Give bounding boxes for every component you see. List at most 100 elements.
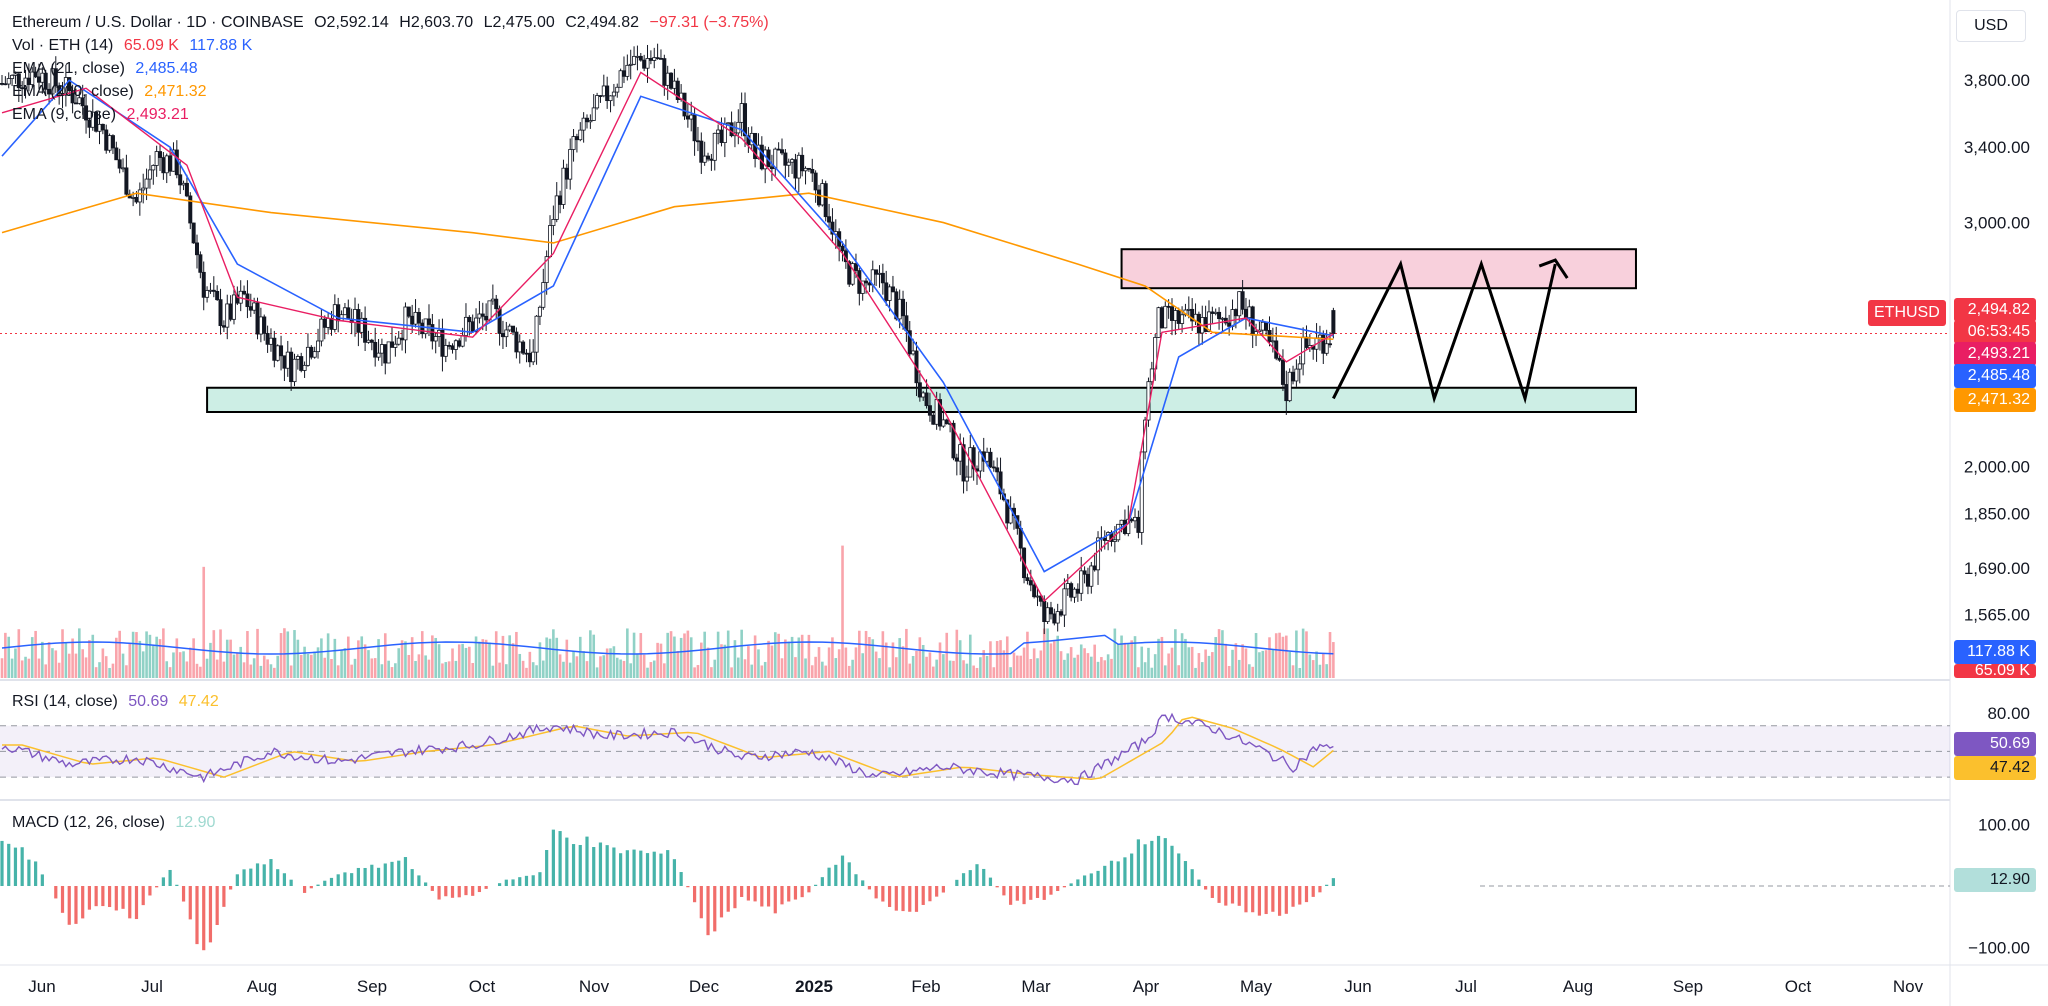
time-tick-label: Aug xyxy=(1563,977,1593,996)
time-tick-label: Mar xyxy=(1021,977,1051,996)
candle-body xyxy=(1294,368,1299,382)
time-tick-label: Jun xyxy=(28,977,55,996)
legend-ema21[interactable]: EMA (21, close) 2,485.48 xyxy=(12,58,204,80)
volume-bar xyxy=(794,657,797,678)
volume-bar xyxy=(632,632,636,678)
volume-bar xyxy=(1063,659,1066,678)
candle-body xyxy=(10,74,15,79)
candle-body xyxy=(453,340,458,350)
price-tick-label: 3,400.00 xyxy=(1964,138,2030,157)
candle-body xyxy=(393,343,398,348)
volume-bar xyxy=(141,651,145,678)
candle-body xyxy=(813,172,818,191)
macd-histogram-bar xyxy=(242,869,246,886)
volume-bar xyxy=(844,647,848,678)
volume-bar xyxy=(1298,667,1302,678)
volume-bar xyxy=(582,651,585,678)
macd-histogram-bar xyxy=(1042,886,1046,900)
macd-histogram-bar xyxy=(289,879,293,886)
macd-histogram-bar xyxy=(249,868,253,886)
candle-body xyxy=(1210,311,1215,314)
projection-arrowhead xyxy=(1538,258,1569,279)
volume-bar xyxy=(377,639,380,678)
volume-bar xyxy=(1217,629,1221,678)
candle-body xyxy=(124,167,129,195)
volume-bar xyxy=(931,666,935,678)
legend-ema9-value: 2,493.21 xyxy=(126,106,189,123)
macd-histogram-bar xyxy=(1156,835,1161,886)
candle-body xyxy=(450,345,455,350)
candle-body xyxy=(151,165,156,171)
macd-histogram-bar xyxy=(1123,857,1127,886)
currency-button[interactable]: USD xyxy=(1956,10,2026,42)
candle-body xyxy=(363,317,368,343)
candle-body xyxy=(1092,565,1097,571)
volume-bar xyxy=(464,647,468,678)
candle-body xyxy=(268,337,273,345)
volume-bar xyxy=(1113,628,1117,678)
macd-histogram-bar xyxy=(450,886,455,898)
candle-body xyxy=(1291,371,1296,382)
macd-histogram-bar xyxy=(410,869,414,886)
macd-histogram-bar xyxy=(255,863,260,886)
legend-rsi[interactable]: RSI (14, close) 50.69 47.42 xyxy=(12,691,225,713)
legend-ema9[interactable]: EMA (9, close) 2,493.21 xyxy=(12,104,195,126)
volume-bar xyxy=(814,656,817,678)
macd-histogram-bar xyxy=(1244,886,1248,913)
legend-ema200[interactable]: EMA (200, close) 2,471.32 xyxy=(12,81,213,103)
macd-histogram-bar xyxy=(40,874,44,886)
legend-volume[interactable]: Vol · ETH (14) 65.09 K 117.88 K xyxy=(12,35,258,57)
legend-macd[interactable]: MACD (12, 26, close) 12.90 xyxy=(12,812,221,834)
candle-body xyxy=(316,340,321,353)
macd-histogram-bar xyxy=(1251,886,1255,913)
macd-histogram-bar xyxy=(612,847,616,886)
volume-bar xyxy=(730,667,733,678)
candle-body xyxy=(796,154,801,179)
macd-histogram-bar xyxy=(740,886,744,897)
macd-histogram-bar xyxy=(820,877,824,886)
ema9-line xyxy=(1,71,1334,603)
volume-bar xyxy=(468,646,471,678)
volume-bar xyxy=(128,643,132,678)
volume-bar xyxy=(669,631,673,678)
candle-body xyxy=(201,271,206,298)
volume-bar xyxy=(259,665,263,678)
macd-histogram-bar xyxy=(1109,860,1114,886)
volume-bar xyxy=(121,653,125,678)
volume-bar xyxy=(44,664,48,678)
volume-bar xyxy=(20,660,24,678)
volume-bar xyxy=(1012,652,1016,678)
volume-bar xyxy=(434,637,438,678)
macd-histogram-bar xyxy=(350,873,354,886)
volume-bar xyxy=(484,639,488,678)
candle-body xyxy=(470,321,475,332)
macd-histogram-bar xyxy=(975,864,979,886)
volume-bar xyxy=(683,633,686,678)
macd-histogram-bar xyxy=(457,886,461,898)
volume-bar xyxy=(478,641,481,678)
candle-body xyxy=(995,467,1000,473)
candle-body xyxy=(554,195,559,220)
candle-body xyxy=(998,471,1003,495)
volume-bar xyxy=(131,631,135,678)
legend-ema200-label: EMA (200, close) xyxy=(12,83,134,100)
macd-histogram-bar xyxy=(632,849,636,886)
volume-bar xyxy=(552,629,555,678)
time-tick-label: Oct xyxy=(1785,977,1812,996)
candle-body xyxy=(423,318,428,335)
volume-bar xyxy=(330,659,333,678)
volume-bar xyxy=(266,659,269,678)
candle-body xyxy=(786,161,791,166)
volume-bar xyxy=(1248,664,1251,678)
candle-body xyxy=(1032,584,1037,598)
volume-bar xyxy=(162,628,165,678)
candle-body xyxy=(564,167,569,180)
volume-bar xyxy=(817,647,821,678)
macd-histogram-bar xyxy=(437,886,441,900)
volume-bar xyxy=(1079,644,1083,678)
volume-bar xyxy=(545,637,548,678)
volume-bar xyxy=(565,639,569,678)
volume-bar xyxy=(61,629,64,678)
symbol-title[interactable]: Ethereum / U.S. Dollar · 1D · COINBASE xyxy=(12,14,304,31)
